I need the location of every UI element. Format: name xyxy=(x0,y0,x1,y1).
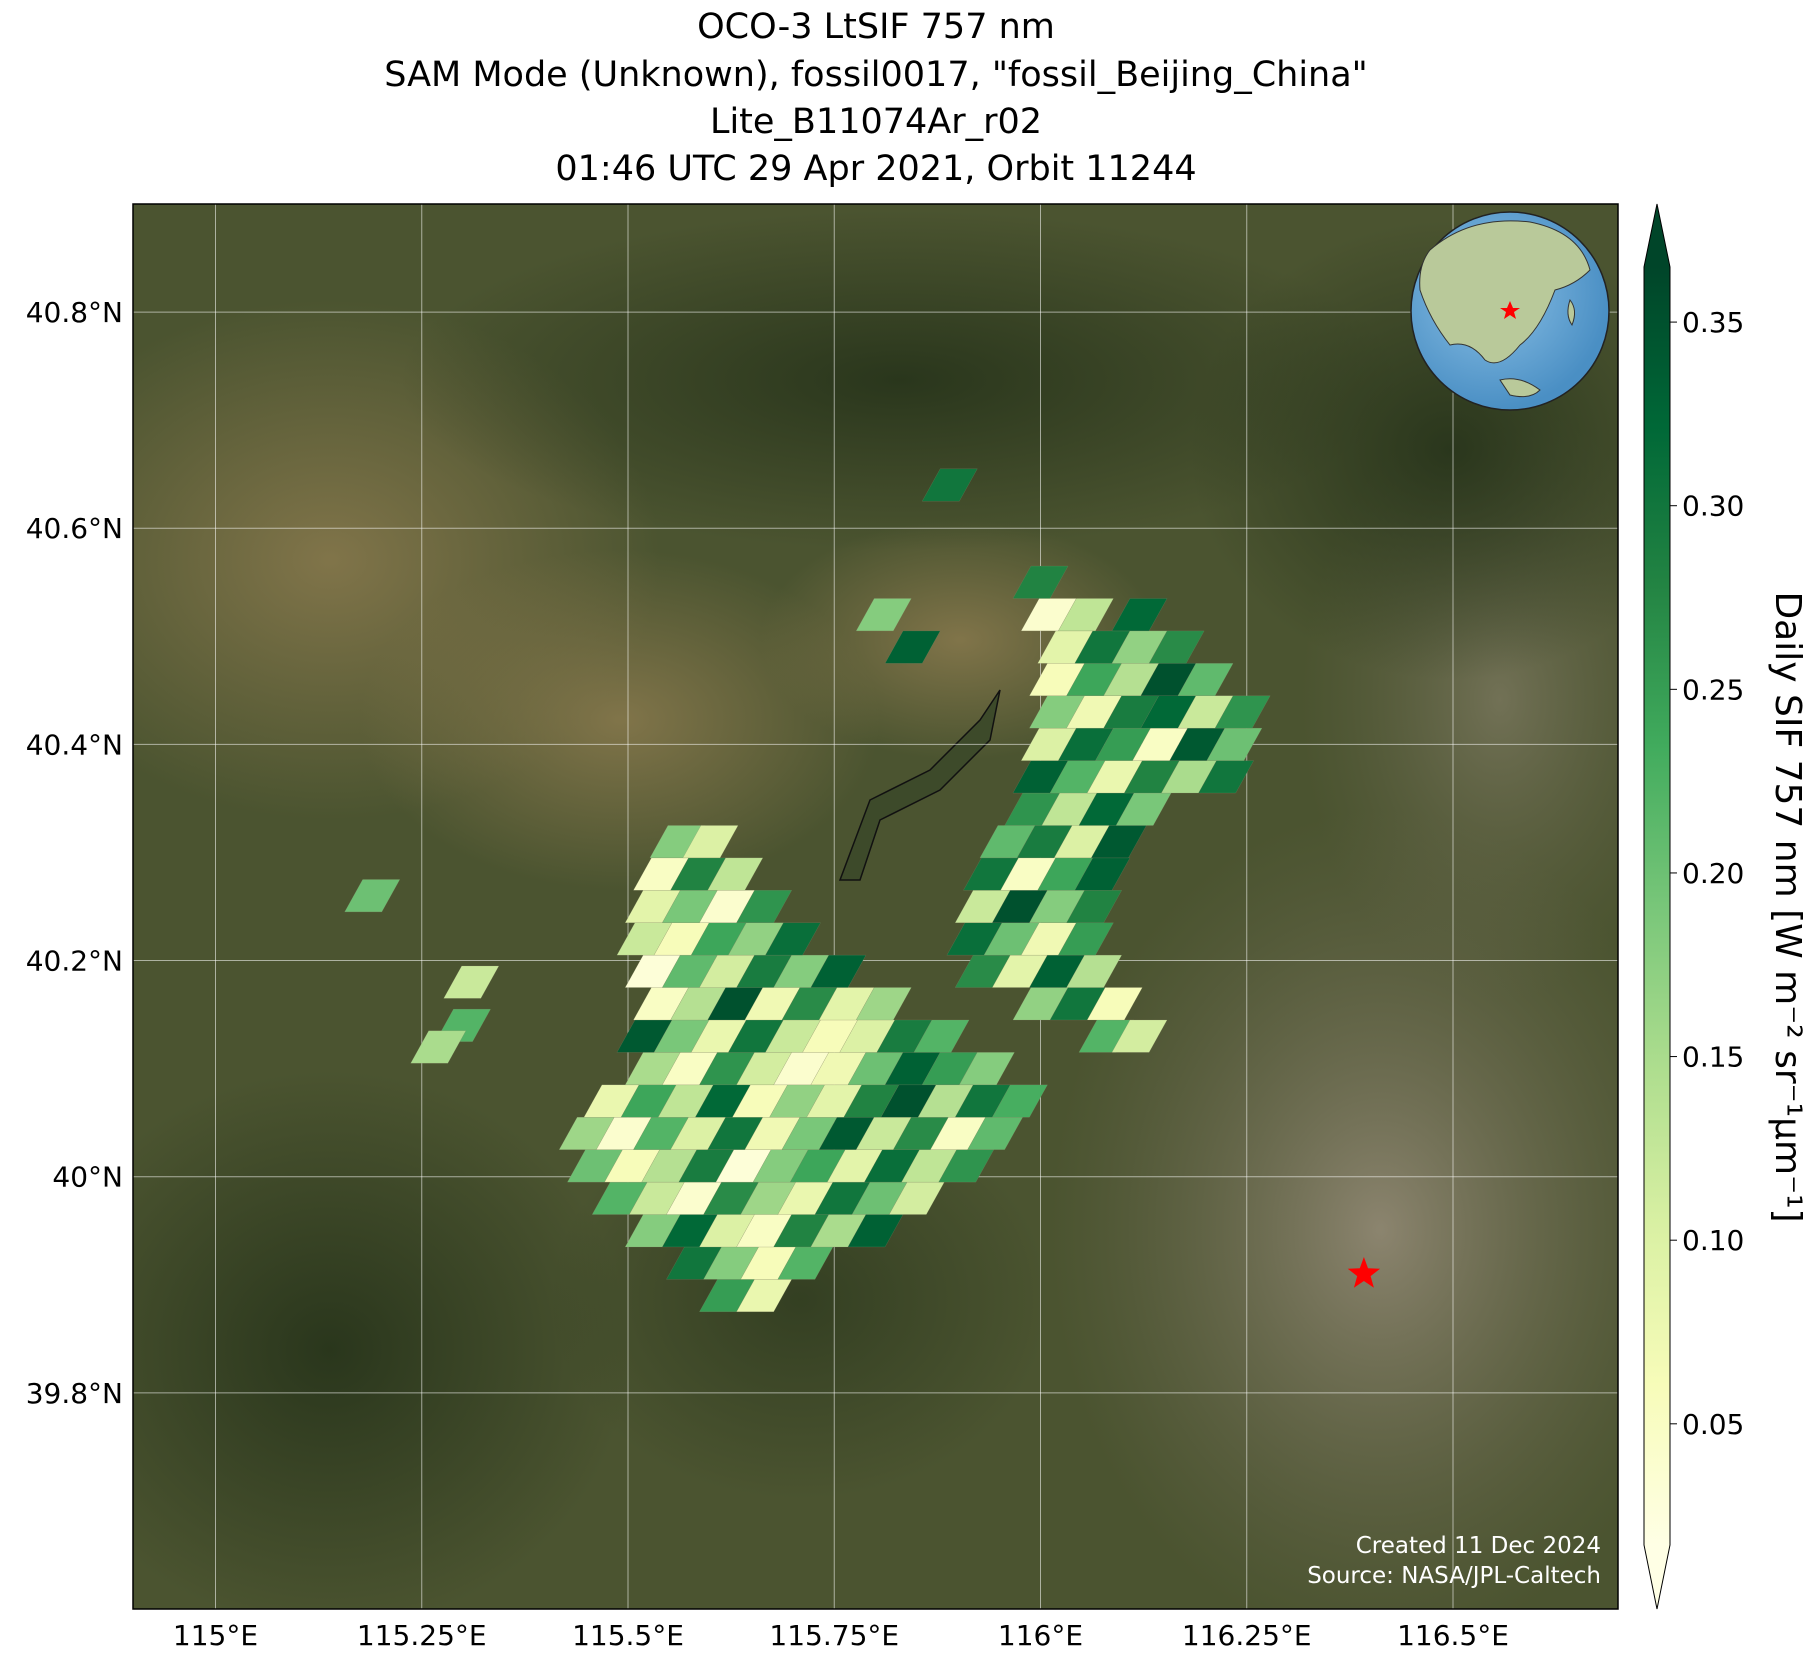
y-tick-label: 40.6°N xyxy=(26,512,123,545)
colorbar-tick-label: 0.30 xyxy=(1682,490,1744,523)
colorbar-tick-label: 0.10 xyxy=(1682,1224,1744,1257)
colorbar-tick-label: 0.15 xyxy=(1682,1041,1744,1074)
colorbar-body xyxy=(1644,267,1670,1545)
colorbar-tick-label: 0.25 xyxy=(1682,673,1744,706)
sif-cell xyxy=(810,954,867,988)
mountains xyxy=(400,210,1400,550)
sif-cell xyxy=(1206,727,1263,761)
sif-cell xyxy=(855,598,912,632)
colorbar: 0.05 0.10 0.15 0.20 0.25 0.30 0.35 xyxy=(1643,203,1744,1610)
target-star xyxy=(1347,1257,1381,1288)
title-line: SAM Mode (Unknown), fossil0017, "fossil_… xyxy=(384,55,1368,95)
x-tick-label: 115°E xyxy=(173,1619,258,1652)
x-tick-label: 115.25°E xyxy=(357,1619,487,1652)
colorbar-outline xyxy=(1643,203,1671,1610)
plain xyxy=(360,550,880,890)
sif-cell xyxy=(707,857,764,891)
mountains xyxy=(133,1070,630,1609)
grid xyxy=(133,204,1618,1609)
sif-cell xyxy=(736,890,793,923)
sif-cell xyxy=(1057,598,1114,632)
reservoir xyxy=(838,689,1001,881)
urban-area xyxy=(1050,810,1618,1609)
x-tick-label: 116°E xyxy=(998,1619,1083,1652)
sif-cell xyxy=(884,630,941,664)
credits: Created 11 Dec 2024 Source: NASA/JPL-Cal… xyxy=(1307,1533,1601,1589)
sif-cell xyxy=(921,468,978,502)
sif-cell xyxy=(913,1019,970,1053)
sif-cell xyxy=(1057,922,1114,956)
colorbar-extend-min xyxy=(1644,1545,1670,1609)
markers xyxy=(1347,1257,1381,1288)
sif-cell xyxy=(1198,760,1255,794)
sif-cell xyxy=(344,879,401,913)
y-tick-label: 40.8°N xyxy=(26,296,123,329)
y-tick-label: 39.8°N xyxy=(26,1377,123,1410)
globe-land xyxy=(1499,378,1541,398)
sif-cell xyxy=(1111,1019,1168,1053)
x-tick-label: 116.5°E xyxy=(1397,1619,1509,1652)
y-tick-label: 40°N xyxy=(52,1161,123,1194)
credit-text: Created 11 Dec 2024 xyxy=(1356,1533,1601,1559)
x-tick-label: 116.25°E xyxy=(1182,1619,1312,1652)
y-tick-label: 40.4°N xyxy=(26,728,123,761)
sif-cells xyxy=(344,468,1271,1312)
sif-cell xyxy=(682,825,739,859)
title-line: Lite_B11074Ar_r02 xyxy=(710,102,1042,142)
colorbar-tick-label: 0.05 xyxy=(1682,1408,1744,1441)
colorbar-extend-max xyxy=(1644,204,1670,267)
title-line: 01:46 UTC 29 Apr 2021, Orbit 11244 xyxy=(555,149,1196,189)
x-tick-label: 115.5°E xyxy=(572,1619,684,1652)
sif-cell xyxy=(1111,598,1168,632)
sif-cell xyxy=(991,1084,1048,1118)
sif-cell xyxy=(1066,890,1123,923)
map-frame xyxy=(132,203,1619,1610)
colorbar-tick-label: 0.35 xyxy=(1682,306,1744,339)
sif-cell xyxy=(1012,565,1069,599)
y-tick-label: 40.2°N xyxy=(26,945,123,978)
colorbar-tick-label: 0.20 xyxy=(1682,857,1744,890)
sif-cell xyxy=(1148,630,1205,664)
sif-cell xyxy=(410,1030,467,1064)
sif-cell xyxy=(855,987,912,1021)
sif-cell xyxy=(1066,954,1123,988)
x-tick-label: 115.75°E xyxy=(769,1619,899,1652)
colorbar-label: Daily SIF 757 nm [W m⁻² sr⁻¹µm⁻¹] xyxy=(1767,591,1808,1222)
globe-land xyxy=(1567,298,1576,327)
title-line: OCO-3 LtSIF 757 nm xyxy=(697,7,1055,47)
sif-cell xyxy=(1086,987,1143,1021)
title: OCO-3 LtSIF 757 nm SAM Mode (Unknown), f… xyxy=(384,7,1368,189)
sif-cell xyxy=(1214,695,1271,729)
sif-cell xyxy=(765,922,821,956)
sif-cell xyxy=(443,965,500,999)
sif-cell xyxy=(1074,857,1131,891)
globe-inset xyxy=(1410,211,1610,411)
globe-land xyxy=(1419,220,1591,364)
sif-cell xyxy=(1177,663,1234,696)
globe-star xyxy=(1500,301,1520,319)
sif-cell xyxy=(958,1052,1015,1086)
credit-text: Source: NASA/JPL-Caltech xyxy=(1307,1563,1601,1589)
